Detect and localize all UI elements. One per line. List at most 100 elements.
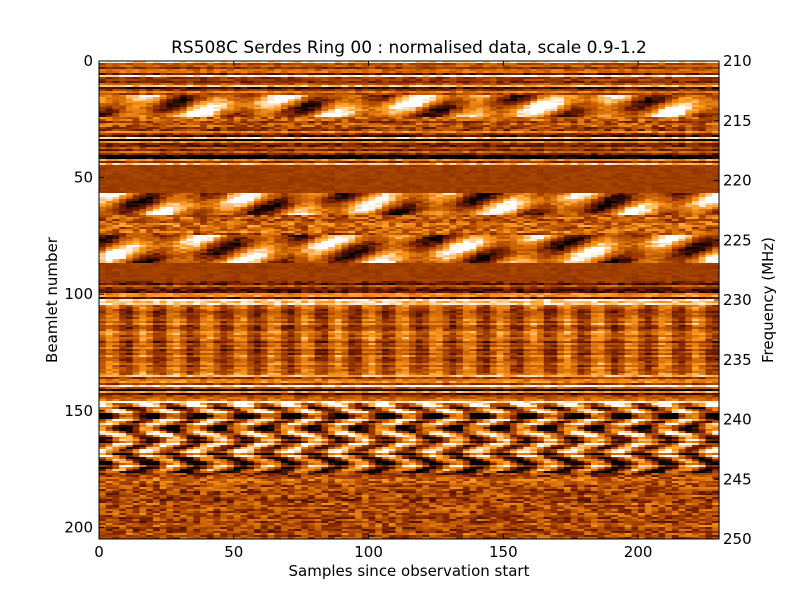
heatmap-cell <box>328 67 336 70</box>
heatmap-cell <box>557 83 565 86</box>
heatmap-cell <box>543 79 552 82</box>
heatmap-cell <box>604 95 612 98</box>
heatmap-cell <box>132 89 141 92</box>
heatmap-cell <box>523 85 531 88</box>
heatmap-cell <box>247 69 255 72</box>
heatmap-cell <box>651 101 659 104</box>
heatmap-cell <box>570 99 579 102</box>
heatmap-cell <box>348 91 356 94</box>
heatmap-cell <box>510 87 518 90</box>
heatmap-cell <box>631 79 639 82</box>
heatmap-cell <box>321 75 329 78</box>
heatmap-cell <box>99 71 107 74</box>
heatmap-cell <box>220 99 228 102</box>
heatmap-cell <box>537 89 545 92</box>
heatmap-cell <box>355 65 363 68</box>
heatmap-cell <box>213 105 221 108</box>
heatmap-cell <box>159 97 167 100</box>
heatmap-cell <box>355 81 363 84</box>
heatmap-cell <box>119 91 127 94</box>
heatmap-cell <box>341 75 349 78</box>
heatmap-cell <box>597 87 606 90</box>
heatmap-cell <box>462 103 471 106</box>
heatmap-cell <box>193 93 201 96</box>
heatmap-cell <box>503 81 511 84</box>
heatmap-cell <box>287 105 296 108</box>
heatmap-cell <box>287 79 296 82</box>
heatmap-cell <box>671 85 680 88</box>
heatmap-cell <box>537 101 545 104</box>
heatmap-cell <box>584 95 592 98</box>
heatmap-cell <box>712 85 720 88</box>
heatmap-cell <box>334 89 343 92</box>
heatmap-cell <box>247 63 255 66</box>
heatmap-cell <box>543 93 552 96</box>
heatmap-cell <box>334 65 343 68</box>
heatmap-cell <box>409 99 417 102</box>
heatmap-cell <box>516 85 525 88</box>
heatmap-cell <box>328 81 336 84</box>
heatmap-cell <box>348 101 356 104</box>
heatmap-cell <box>388 73 397 76</box>
heatmap-cell <box>388 81 397 84</box>
heatmap-cell <box>516 77 525 80</box>
heatmap-cell <box>301 89 309 92</box>
heatmap-cell <box>557 95 565 98</box>
heatmap-cell <box>631 95 639 98</box>
heatmap-cell <box>105 91 114 94</box>
heatmap-cell <box>375 101 383 104</box>
heatmap-cell <box>301 105 309 108</box>
heatmap-cell <box>483 87 491 90</box>
heatmap-cell <box>422 89 430 92</box>
heatmap-cell <box>173 101 181 104</box>
heatmap-cell <box>644 105 653 108</box>
heatmap-cell <box>705 101 713 104</box>
heatmap-cell <box>617 101 626 104</box>
heatmap-cell <box>503 71 511 74</box>
heatmap-cell <box>247 97 255 100</box>
heatmap-cell <box>227 89 235 92</box>
heatmap-cell <box>678 103 686 106</box>
heatmap-cell <box>570 103 579 106</box>
heatmap-cell <box>510 97 518 100</box>
heatmap-cell <box>570 101 579 104</box>
heatmap-cell <box>348 61 356 64</box>
heatmap-cell <box>233 75 242 78</box>
heatmap-cell <box>355 103 363 106</box>
heatmap-cell <box>294 81 302 84</box>
heatmap-cell <box>119 93 127 96</box>
heatmap-cell <box>260 71 269 74</box>
heatmap-cell <box>665 79 673 82</box>
heatmap-cell <box>395 79 403 82</box>
heatmap-cell <box>685 65 693 68</box>
heatmap-cell <box>274 77 282 80</box>
heatmap-cell <box>200 87 208 90</box>
heatmap-cell <box>274 81 282 84</box>
heatmap-cell <box>698 69 707 72</box>
heatmap-cell <box>341 71 349 74</box>
heatmap-cell <box>179 99 188 102</box>
heatmap-cell <box>388 69 397 72</box>
heatmap-cell <box>206 105 215 108</box>
heatmap-cell <box>132 71 141 74</box>
heatmap-cell <box>550 79 558 82</box>
heatmap-cell <box>132 93 141 96</box>
heatmap-cell <box>395 101 403 104</box>
heatmap-cell <box>193 105 201 108</box>
heatmap-cell <box>99 105 107 108</box>
heatmap-cell <box>429 87 437 90</box>
heatmap-cell <box>173 89 181 92</box>
heatmap-cell <box>200 93 208 96</box>
heatmap-cell <box>334 85 343 88</box>
heatmap-cell <box>105 61 114 64</box>
heatmap-cell <box>341 89 349 92</box>
heatmap-cell <box>375 77 383 80</box>
heatmap-cell <box>638 77 646 80</box>
heatmap-cell <box>388 79 397 82</box>
heatmap-cell <box>489 63 498 66</box>
heatmap-cell <box>617 75 626 78</box>
heatmap-cell <box>166 75 174 78</box>
heatmap-cell <box>584 71 592 74</box>
heatmap-cell <box>240 89 248 92</box>
heatmap-cell <box>422 105 430 108</box>
